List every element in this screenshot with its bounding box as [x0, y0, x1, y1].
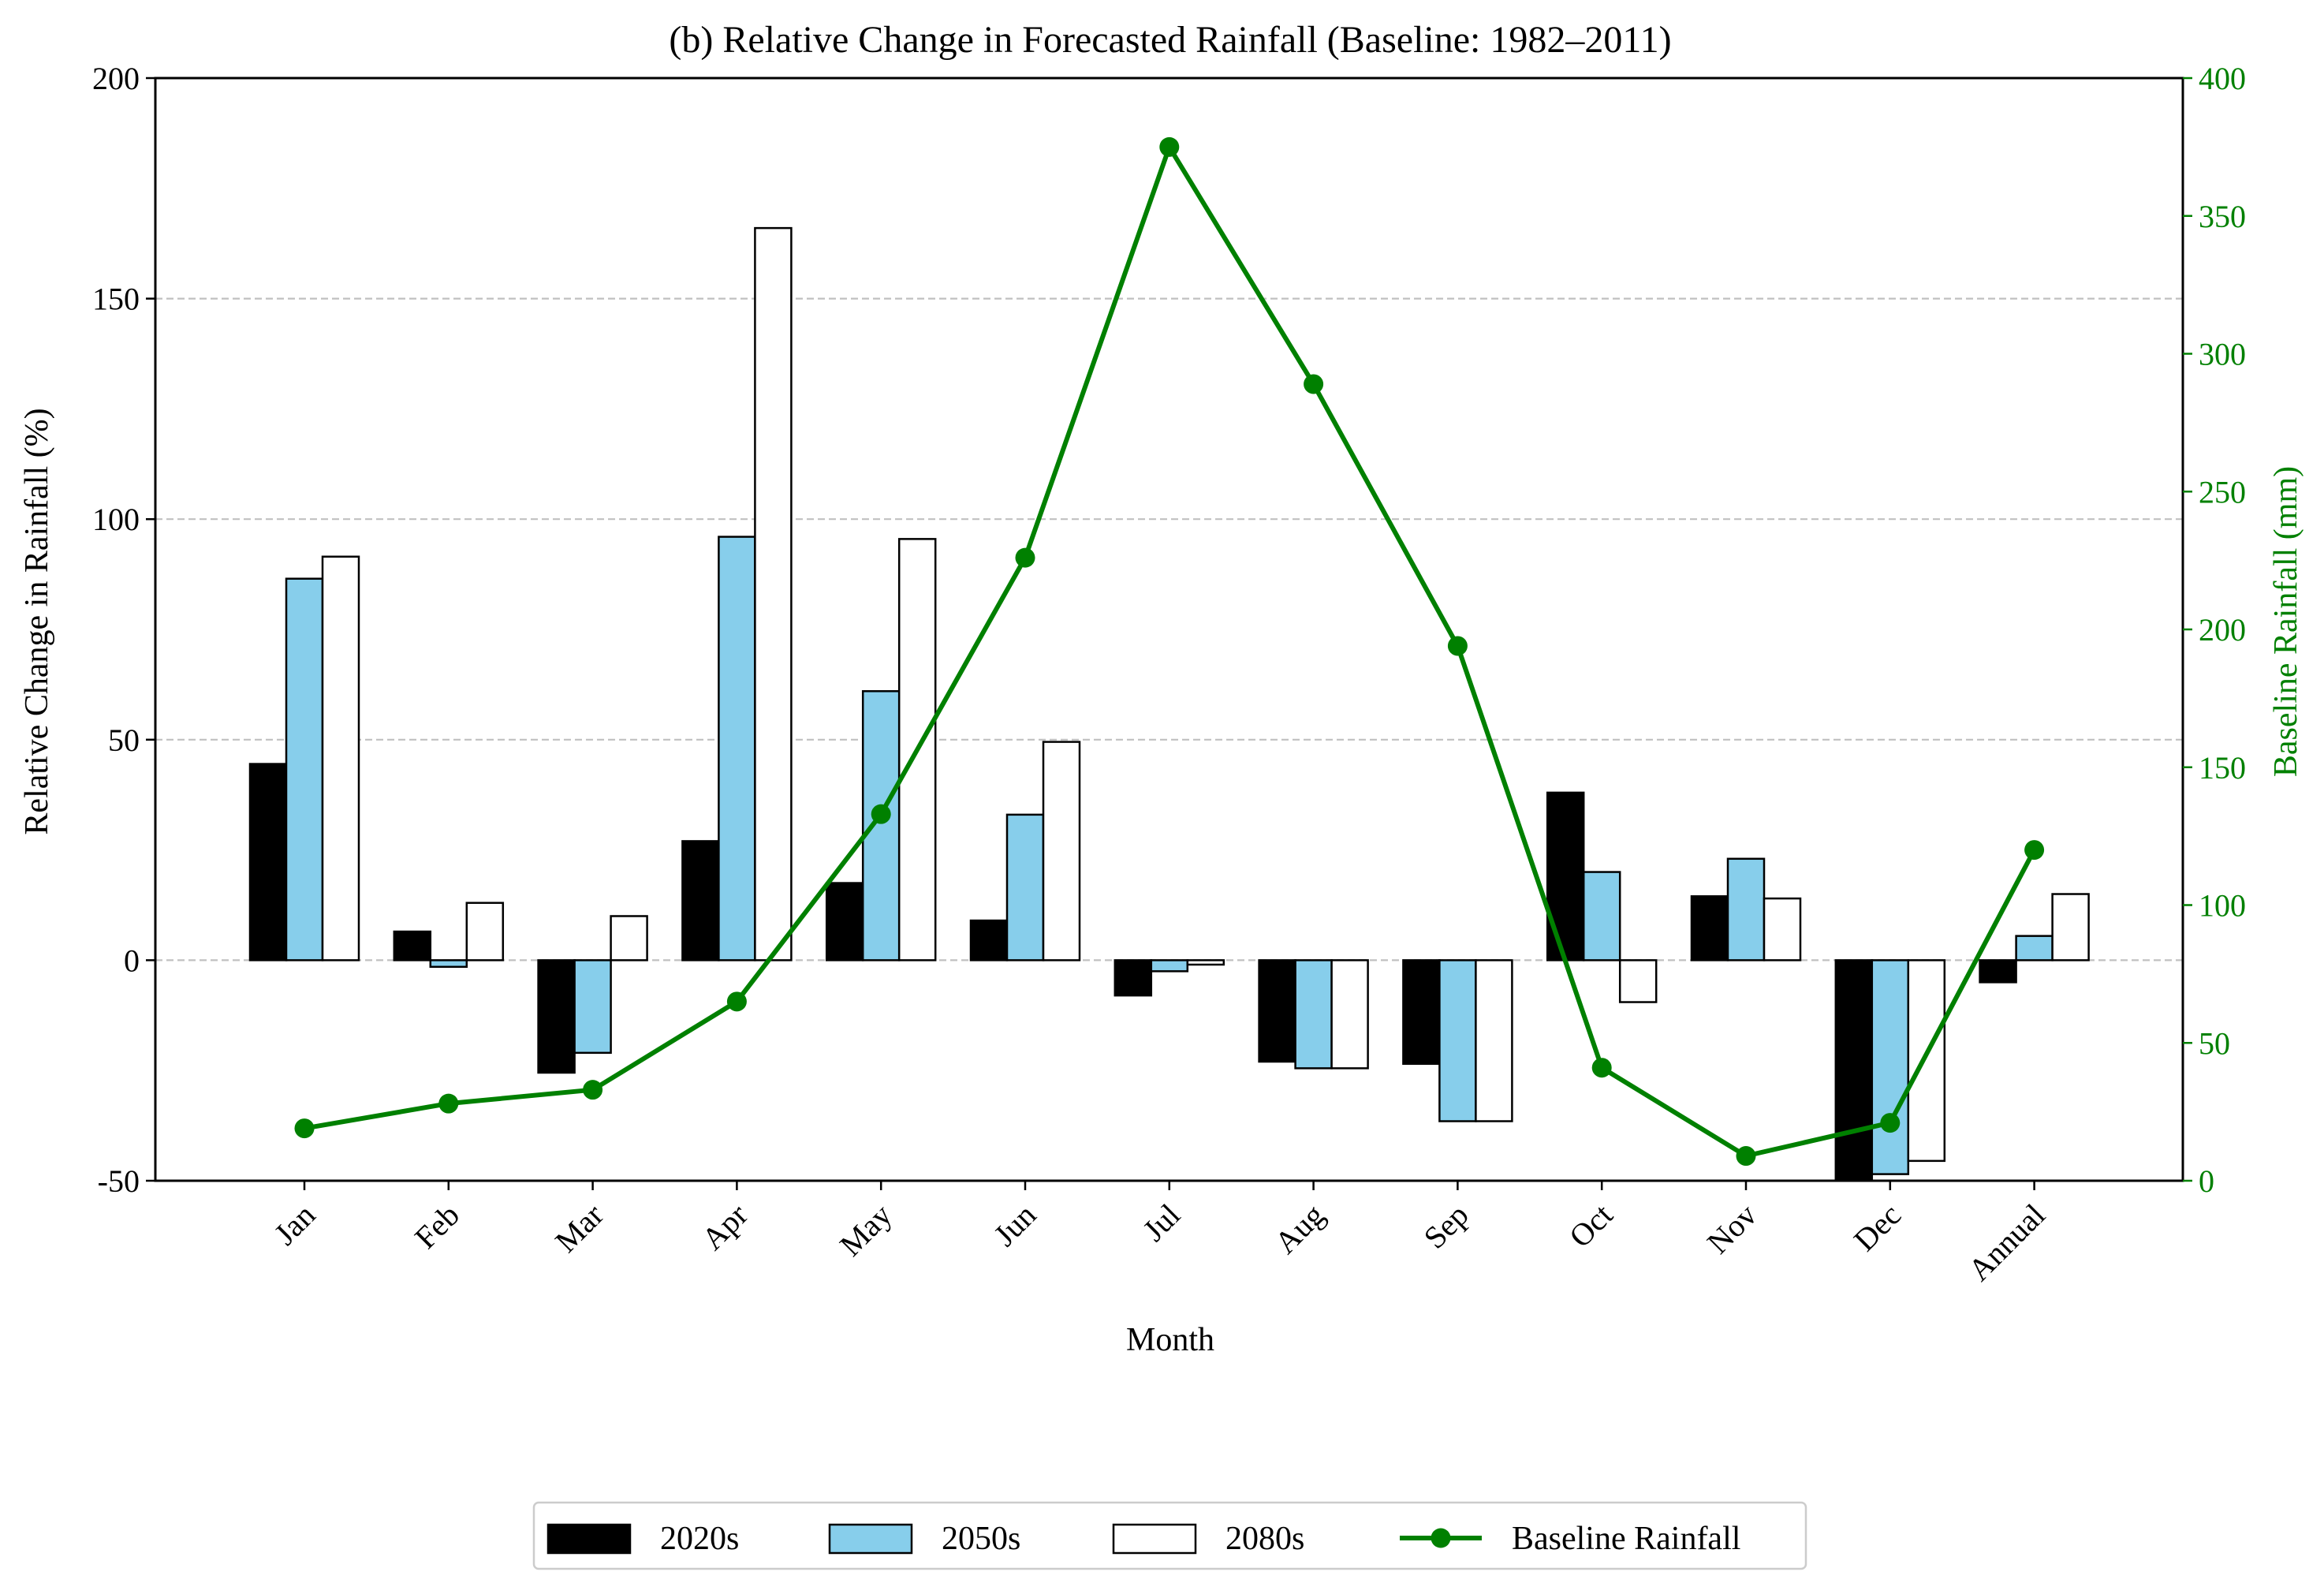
x-tick-label: Dec	[1847, 1197, 1908, 1258]
bar-2050s-Oct	[1582, 871, 1621, 961]
bar-2080s-Jul	[1186, 959, 1225, 966]
y2-tick-label: 50	[2199, 1025, 2230, 1061]
legend-swatch-2080s	[1112, 1523, 1197, 1555]
baseline-point-Annual	[2024, 840, 2045, 861]
bar-2050s-Jul	[1150, 959, 1189, 973]
bar-2080s-Sep	[1475, 959, 1513, 1122]
y-tick-label: 50	[108, 722, 140, 758]
y2-axis-label: Baseline Rainfall (mm)	[2268, 466, 2304, 777]
bar-2020s-Jun	[969, 919, 1009, 961]
bar-2080s-Jan	[321, 555, 360, 961]
legend-label: 2020s	[660, 1521, 739, 1557]
y2-tick-label: 350	[2199, 199, 2246, 234]
bar-2050s-May	[861, 690, 901, 961]
bar-2020s-Jul	[1114, 959, 1153, 997]
grid-lines	[155, 297, 2183, 961]
y2-tick-label: 300	[2199, 337, 2246, 372]
bar-2080s-Feb	[465, 902, 505, 961]
bar-2080s-Mar	[610, 915, 648, 961]
x-tick-label: Oct	[1562, 1197, 1620, 1255]
chart-title: (b) Relative Change in Forecasted Rainfa…	[669, 19, 1671, 61]
baseline-point-Dec	[1880, 1113, 1901, 1133]
y-tick-label: 0	[124, 943, 140, 978]
bar-2020s-Feb	[393, 930, 432, 961]
x-tick-label: Mar	[548, 1197, 610, 1260]
y2-tick-label: 0	[2199, 1163, 2214, 1199]
bar-2080s-Dec	[1907, 959, 1946, 1163]
bar-2020s-Dec	[1834, 959, 1874, 1182]
bar-2050s-Feb	[429, 959, 468, 969]
bar-2080s-Apr	[754, 226, 793, 961]
legend-marker-baseline	[1431, 1528, 1451, 1548]
bar-2020s-Annual	[1979, 959, 2017, 984]
baseline-point-Mar	[583, 1080, 603, 1100]
bar-series	[248, 226, 2090, 1182]
x-tick-label: Jun	[987, 1197, 1043, 1253]
bar-2020s-May	[825, 882, 864, 961]
baseline-point-Jan	[294, 1118, 315, 1139]
legend: 2020s 2050s 2080s Baseline Rainfall	[532, 1501, 1807, 1570]
bar-2050s-Jun	[1005, 813, 1045, 961]
y-tick-label: 150	[92, 282, 140, 317]
baseline-rainfall-line-layer	[294, 136, 2045, 1167]
x-tick-label: Sep	[1417, 1197, 1475, 1256]
bar-2080s-Oct	[1618, 959, 1658, 1003]
bar-2050s-Jan	[285, 577, 324, 961]
x-tick-label: Jul	[1136, 1197, 1187, 1249]
y2-tick-label: 250	[2199, 474, 2246, 510]
baseline-point-Oct	[1591, 1058, 1612, 1078]
legend-label: 2050s	[942, 1521, 1020, 1557]
legend-label: 2080s	[1225, 1521, 1304, 1557]
baseline-point-Nov	[1736, 1146, 1756, 1167]
x-tick-label: Jan	[267, 1197, 323, 1253]
y-axis-label: Relative Change in Rainfall (%)	[19, 408, 55, 834]
baseline-point-Sep	[1447, 636, 1468, 656]
legend-label: Baseline Rainfall	[1512, 1521, 1740, 1557]
bar-2050s-Nov	[1726, 857, 1766, 961]
baseline-point-Aug	[1304, 374, 1324, 394]
bar-2080s-Jun	[1042, 741, 1081, 961]
bar-2050s-Dec	[1871, 959, 1910, 1175]
bar-2020s-Apr	[681, 840, 720, 961]
y2-tick-label: 100	[2199, 888, 2246, 924]
bar-2020s-Jan	[248, 763, 288, 961]
bar-2050s-Annual	[2015, 935, 2054, 961]
bar-2080s-Aug	[1330, 959, 1369, 1070]
baseline-point-May	[871, 804, 891, 824]
baseline-point-Apr	[726, 991, 747, 1012]
x-tick-label: Annual	[1961, 1197, 2052, 1288]
legend-swatch-2050s	[828, 1523, 913, 1555]
baseline-point-Feb	[438, 1093, 459, 1114]
y2-tick-label: 200	[2199, 612, 2246, 648]
bar-2020s-Sep	[1402, 959, 1441, 1066]
baseline-point-Jul	[1159, 136, 1180, 157]
bar-2050s-Aug	[1294, 959, 1333, 1070]
bar-2020s-Nov	[1690, 895, 1729, 961]
bar-2020s-Oct	[1546, 791, 1585, 961]
x-tick-label: May	[833, 1197, 899, 1264]
x-tick-label: Aug	[1267, 1197, 1331, 1261]
bar-2080s-Annual	[2051, 893, 2090, 961]
bar-2020s-Aug	[1258, 959, 1296, 1063]
y2-tick-label: 150	[2199, 750, 2246, 786]
bar-2050s-Apr	[718, 536, 756, 961]
x-axis-label: Month	[1126, 1322, 1214, 1358]
bar-2080s-Nov	[1763, 897, 1802, 961]
y-tick-label: 200	[92, 61, 140, 96]
bar-2020s-Mar	[537, 959, 576, 1074]
legend-swatch-2020s	[546, 1523, 632, 1555]
x-tick-label: Apr	[695, 1197, 755, 1257]
x-tick-label: Feb	[408, 1197, 466, 1256]
y2-tick-label: 400	[2199, 61, 2246, 96]
bar-2050s-Sep	[1438, 959, 1477, 1122]
bar-2050s-Mar	[573, 959, 612, 1055]
baseline-point-Jun	[1015, 547, 1035, 568]
y-tick-label: -50	[98, 1163, 140, 1199]
x-tick-label: Nov	[1700, 1197, 1764, 1261]
y-tick-label: 100	[92, 502, 140, 537]
